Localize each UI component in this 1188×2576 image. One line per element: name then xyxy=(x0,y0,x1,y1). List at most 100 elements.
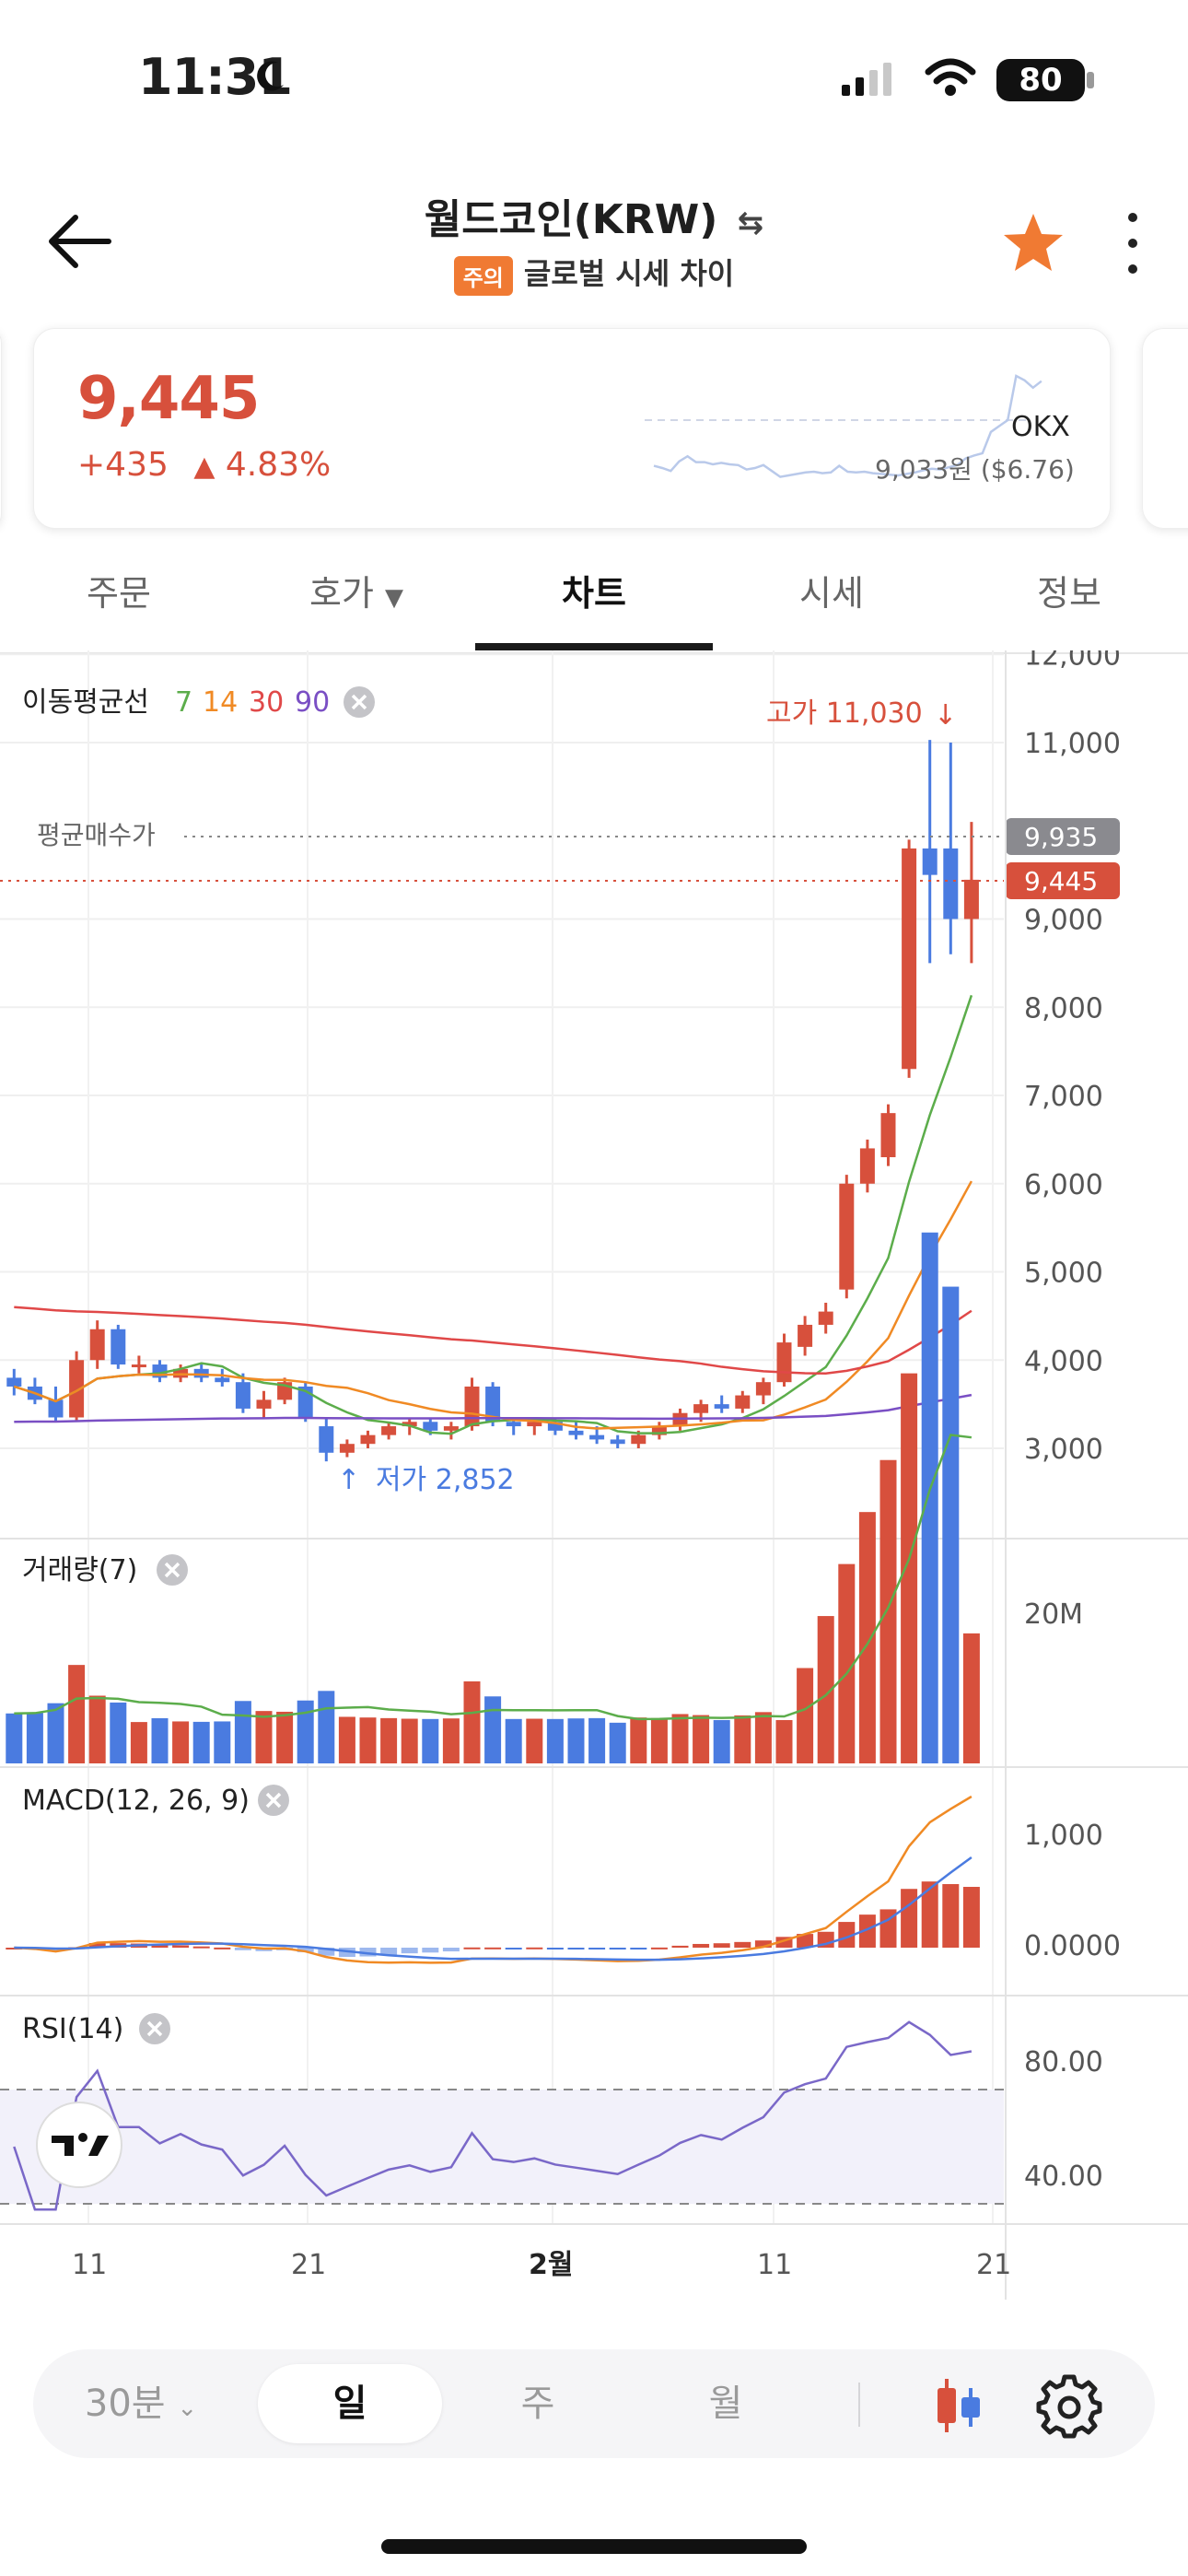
macd-hist-bar xyxy=(88,1942,106,1948)
candle-body xyxy=(485,1386,501,1423)
macd-hist-bar xyxy=(921,1881,938,1948)
tradingview-logo[interactable] xyxy=(36,2102,122,2188)
volume-bar xyxy=(588,1717,606,1763)
candle-body xyxy=(443,1426,459,1431)
minute-interval-label: 30분 xyxy=(84,2383,166,2425)
volume-bar xyxy=(401,1718,418,1763)
rsi-close-icon[interactable] xyxy=(139,2013,170,2044)
price-ytick: 5,000 xyxy=(1024,1258,1103,1290)
macd-hist-bar xyxy=(234,1948,251,1950)
volume-bar xyxy=(151,1717,169,1763)
macd-hist-bar xyxy=(526,1947,543,1950)
candle-body xyxy=(693,1404,709,1413)
x-tick: 21 xyxy=(976,2249,1011,2281)
volume-bar xyxy=(901,1373,918,1763)
favorite-star-icon[interactable] xyxy=(1000,210,1066,276)
home-indicator xyxy=(381,2539,807,2554)
ma-legend-14: 14 xyxy=(203,686,238,719)
current-price-tag xyxy=(1006,862,1120,899)
rsi-ytick-40: 40.00 xyxy=(1024,2160,1103,2193)
macd-close-icon[interactable] xyxy=(258,1785,289,1816)
macd-hist-bar xyxy=(484,1947,502,1950)
tab-chart[interactable]: 차트 xyxy=(475,553,713,652)
period-day-button[interactable]: 일 xyxy=(258,2364,442,2443)
macd-hist-bar xyxy=(422,1948,439,1953)
price-change: +435 ▲ 4.83% xyxy=(77,446,331,484)
tab-active-indicator xyxy=(475,643,713,650)
avg-buy-label: 평균매수가 xyxy=(37,820,156,850)
volume-bar xyxy=(192,1721,210,1763)
ma-legend-close-icon[interactable] xyxy=(344,686,375,718)
tab-info[interactable]: 정보 xyxy=(950,553,1188,652)
price-card[interactable] xyxy=(33,328,1111,529)
volume-bar xyxy=(921,1232,938,1763)
volume-bar xyxy=(422,1718,439,1763)
minute-interval-dropdown[interactable]: 30분 ⌄ xyxy=(72,2364,210,2443)
volume-bar xyxy=(879,1459,897,1763)
period-day-label: 일 xyxy=(332,2383,367,2425)
macd-hist-bar xyxy=(838,1922,856,1948)
candle-body xyxy=(631,1434,646,1445)
macd-hist-bar xyxy=(151,1945,169,1948)
volume-bar xyxy=(838,1563,856,1763)
macd-ytick-top: 1,000 xyxy=(1024,1820,1103,1852)
candlestick-type-icon[interactable] xyxy=(926,2373,991,2438)
tab-market[interactable]: 시세 xyxy=(713,553,950,652)
more-menu-icon[interactable] xyxy=(1114,208,1151,278)
warning-row[interactable]: 주의 글로벌 시세 차이 xyxy=(0,251,1188,296)
back-arrow-icon[interactable] xyxy=(44,205,118,278)
next-card-peek[interactable] xyxy=(1142,328,1188,529)
tab-bar: 주문 호가 ▼ 차트 시세 정보 xyxy=(0,553,1188,654)
volume-bar xyxy=(546,1718,564,1763)
settings-gear-icon[interactable] xyxy=(1035,2371,1103,2440)
volume-bar xyxy=(484,1696,502,1763)
volume-bar xyxy=(693,1715,710,1763)
macd-hist-bar xyxy=(671,1945,689,1948)
price-ytick: 6,000 xyxy=(1024,1169,1103,1201)
tab-order-label: 주문 xyxy=(87,573,151,614)
period-month-button[interactable]: 월 xyxy=(634,2364,818,2443)
ma-legend-90: 90 xyxy=(295,686,330,719)
volume-bar xyxy=(442,1718,460,1763)
candle-body xyxy=(902,848,917,1070)
volume-bar xyxy=(463,1680,481,1763)
candle-body xyxy=(402,1422,417,1427)
candle-body xyxy=(215,1377,230,1383)
prev-card-peek[interactable] xyxy=(0,328,2,529)
macd-ytick-zero: 0.0000 xyxy=(1024,1930,1121,1962)
candle-body xyxy=(610,1439,625,1445)
high-arrow-icon: ↓ xyxy=(934,699,957,732)
period-week-label: 주 xyxy=(520,2383,555,2425)
volume-bar xyxy=(526,1718,543,1763)
swap-icon[interactable]: ⇆ xyxy=(737,205,764,241)
battery-level: 80 xyxy=(1019,62,1063,99)
chevron-down-icon: ⌄ xyxy=(177,2395,198,2422)
x-tick: 21 xyxy=(291,2249,326,2281)
macd-hist-bar xyxy=(962,1887,980,1948)
battery-tip xyxy=(1087,72,1094,88)
moon-icon xyxy=(257,61,284,91)
candle-body xyxy=(651,1426,667,1435)
candle-body xyxy=(339,1444,355,1453)
candle-body xyxy=(963,879,979,919)
price-ytick: 3,000 xyxy=(1024,1434,1103,1466)
period-week-button[interactable]: 주 xyxy=(446,2364,630,2443)
price-chart[interactable]: 12,000 11,000 9,000 8,000 7,000 6,000 5,000 4,0… xyxy=(0,650,1188,2309)
low-label: 저가 2,852 xyxy=(376,1464,515,1496)
volume-close-icon[interactable] xyxy=(157,1554,188,1586)
macd-hist-bar xyxy=(567,1948,585,1950)
tab-order[interactable]: 주문 xyxy=(0,553,238,652)
change-amount: +435 xyxy=(77,446,169,484)
tab-orderbook[interactable]: 호가 ▼ xyxy=(238,553,475,652)
tab-market-label: 시세 xyxy=(799,573,864,614)
volume-ytick: 20M xyxy=(1024,1598,1083,1631)
volume-bar xyxy=(817,1616,834,1763)
price-ytick: 7,000 xyxy=(1024,1081,1103,1113)
volume-bar xyxy=(255,1711,273,1763)
ma-legend-7: 7 xyxy=(175,686,192,719)
candle-body xyxy=(423,1422,438,1431)
candle-body xyxy=(69,1360,85,1418)
avg-buy-price-tag xyxy=(1006,818,1120,855)
volume-bar xyxy=(234,1701,251,1763)
volume-bar xyxy=(318,1691,335,1763)
